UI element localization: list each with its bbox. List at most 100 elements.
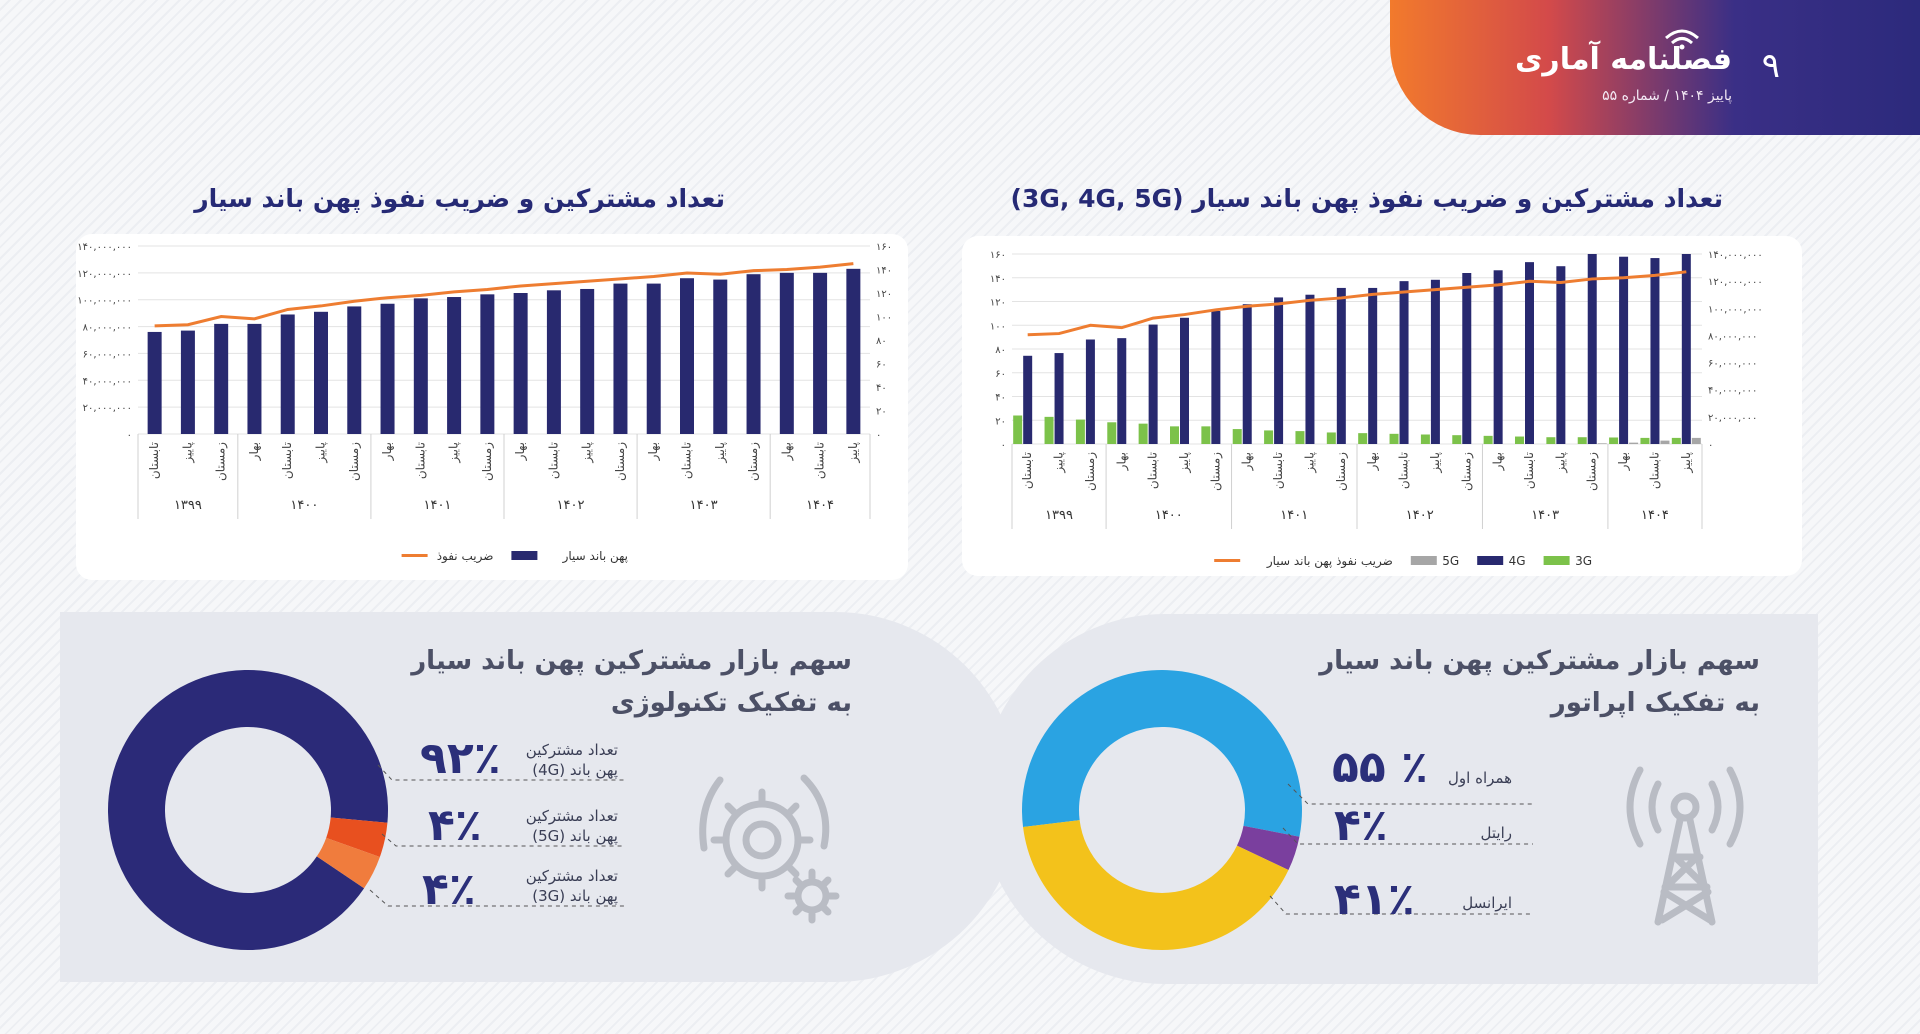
bar-پهن باند سیار xyxy=(846,268,861,434)
brand-title: فصلنامه آماری xyxy=(1514,42,1732,77)
bar-4G xyxy=(1211,311,1221,444)
category-label: زمستان xyxy=(613,442,628,481)
category-label: زمستان xyxy=(1334,452,1349,491)
tech-leaders xyxy=(369,764,625,907)
bar-پهن باند سیار xyxy=(413,298,428,434)
left-tick-label: ۶۰,۰۰۰,۰۰۰ xyxy=(83,349,132,360)
category-label: زمستان xyxy=(746,442,761,481)
left-tick-label: ۰ xyxy=(1001,440,1006,451)
bar-پهن باند سیار xyxy=(713,279,728,434)
tech-label-1: تعداد مشترکین پهن باند (4G) xyxy=(526,740,618,780)
legend-label: ضریب نفوذ پهن باند سیار xyxy=(1266,554,1393,569)
bar-4G xyxy=(1556,266,1566,444)
right-tick-label: ۴۰,۰۰۰,۰۰۰ xyxy=(1708,386,1757,397)
bar-پهن باند سیار xyxy=(280,314,295,434)
category-label: تابستان xyxy=(1271,452,1285,489)
category-label: زمستان xyxy=(214,442,229,481)
bar-3G xyxy=(1138,423,1148,444)
bar-5G xyxy=(1629,442,1639,444)
bar-4G xyxy=(1305,294,1315,444)
bar-4G xyxy=(1180,317,1189,444)
wifi-icon xyxy=(1665,29,1699,50)
year-label: ۱۴۰۲ xyxy=(1406,508,1434,523)
line-ضریب نفوذ پهن باند سیار xyxy=(1027,270,1687,337)
operator-share-title-line1: سهم بازار مشترکین پهن باند سیار xyxy=(1319,646,1760,676)
bar-3G xyxy=(1515,436,1524,444)
legend-label: 4G xyxy=(1509,554,1526,568)
tech-label-3-l2: پهن باند (3G) xyxy=(532,887,618,905)
legend-label: 5G xyxy=(1442,554,1459,568)
right-tick-label: ۸۰ xyxy=(876,336,887,347)
category-label: بهار xyxy=(1616,452,1631,471)
left-tick-label: ۱۲۰,۰۰۰,۰۰۰ xyxy=(77,269,132,280)
bar-3G xyxy=(1170,426,1179,444)
bar-3G xyxy=(1389,433,1399,444)
bar-4G xyxy=(1525,262,1534,444)
bar-3G xyxy=(1232,429,1242,444)
category-label: بهار xyxy=(1491,452,1506,471)
bar-3G xyxy=(1483,435,1493,444)
category-label: پاییز xyxy=(314,442,329,464)
bar-4G xyxy=(1085,339,1095,444)
left-tick-label: ۱۰۰ xyxy=(990,321,1006,332)
tech-label-2-l1: تعداد مشترکین xyxy=(525,807,618,825)
category-label: پاییز xyxy=(713,442,728,464)
left-tick-label: ۱۶۰ xyxy=(990,250,1006,261)
category-label: پاییز xyxy=(846,442,861,464)
tech-donut xyxy=(108,670,388,950)
bar-4G xyxy=(1399,281,1409,444)
left-tick-label: ۰ xyxy=(127,430,132,441)
bar-پهن باند سیار xyxy=(147,331,162,434)
bar-3G xyxy=(1577,437,1587,444)
category-label: بهار xyxy=(513,442,528,461)
category-label: زمستان xyxy=(347,442,362,481)
year-label: ۱۴۰۱ xyxy=(1280,508,1308,523)
tech-pct-1: ۹۲٪ xyxy=(420,733,501,784)
bar-پهن باند سیار xyxy=(180,330,195,434)
bar-پهن باند سیار xyxy=(646,283,661,434)
bar-پهن باند سیار xyxy=(746,274,761,434)
category-label: بهار xyxy=(1240,452,1255,471)
left-tick-label: ۱۲۰ xyxy=(990,298,1006,309)
tech-label-1-l1: تعداد مشترکین xyxy=(525,741,618,759)
bar-4G xyxy=(1587,254,1597,444)
legend-swatch xyxy=(1214,559,1241,562)
year-label: ۱۴۰۴ xyxy=(806,498,834,513)
right-tick-label: ۱۰۰ xyxy=(876,313,892,324)
category-label: بهار xyxy=(646,442,661,461)
left-tick-label: ۲۰ xyxy=(995,416,1006,427)
left-tick-label: ۱۴۰ xyxy=(990,274,1006,285)
category-label: تابستان xyxy=(813,442,827,479)
donut-slice xyxy=(108,670,388,950)
bar-5G xyxy=(1597,443,1607,444)
operator-pct-1: ۵۵ ٪ xyxy=(1332,742,1428,793)
right-tick-label: ۴۰ xyxy=(876,383,887,394)
legend-swatch xyxy=(1543,556,1570,565)
bar-3G xyxy=(1264,430,1274,444)
bar-پهن باند سیار xyxy=(779,272,794,434)
bar-4G xyxy=(1681,254,1691,444)
tech-label-2: تعداد مشترکین پهن باند (5G) xyxy=(526,806,618,846)
year-label: ۱۴۰۱ xyxy=(423,498,451,513)
category-label: تابستان xyxy=(280,442,294,479)
right-tick-label: ۲۰ xyxy=(876,407,887,418)
operator-pct-2: ۴٪ xyxy=(1334,800,1388,851)
legend-label: ضریب نفوذ xyxy=(437,549,494,564)
right-tick-label: ۰ xyxy=(1708,440,1713,451)
chart2-panel: ۰ ۲۰,۰۰۰,۰۰۰ ۴۰,۰۰۰,۰۰۰ ۶۰,۰۰۰,۰۰۰ ۸۰,۰۰۰,۰۰… xyxy=(76,234,908,580)
bar-پهن باند سیار xyxy=(580,288,595,434)
category-label: تابستان xyxy=(1397,452,1411,489)
bar-3G xyxy=(1201,426,1211,444)
left-tick-label: ۲۰,۰۰۰,۰۰۰ xyxy=(83,403,132,414)
issue-info: پاییز ۱۴۰۴ / شماره ۵۵ xyxy=(1602,88,1732,104)
bar-3G xyxy=(1640,437,1650,444)
year-label: ۱۴۰۰ xyxy=(290,498,318,513)
left-tick-label: ۱۰۰,۰۰۰,۰۰۰ xyxy=(77,296,132,307)
tech-pct-3: ۴٪ xyxy=(422,864,476,915)
bar-5G xyxy=(1691,437,1701,444)
tech-pct-2: ۴٪ xyxy=(428,800,482,851)
category-label: تابستان xyxy=(546,442,560,479)
tech-share-title: سهم بازار مشترکین پهن باند سیار به تفکیک… xyxy=(411,640,852,724)
bar-4G xyxy=(1023,355,1033,444)
right-tick-label: ۲۰,۰۰۰,۰۰۰ xyxy=(1708,413,1757,424)
